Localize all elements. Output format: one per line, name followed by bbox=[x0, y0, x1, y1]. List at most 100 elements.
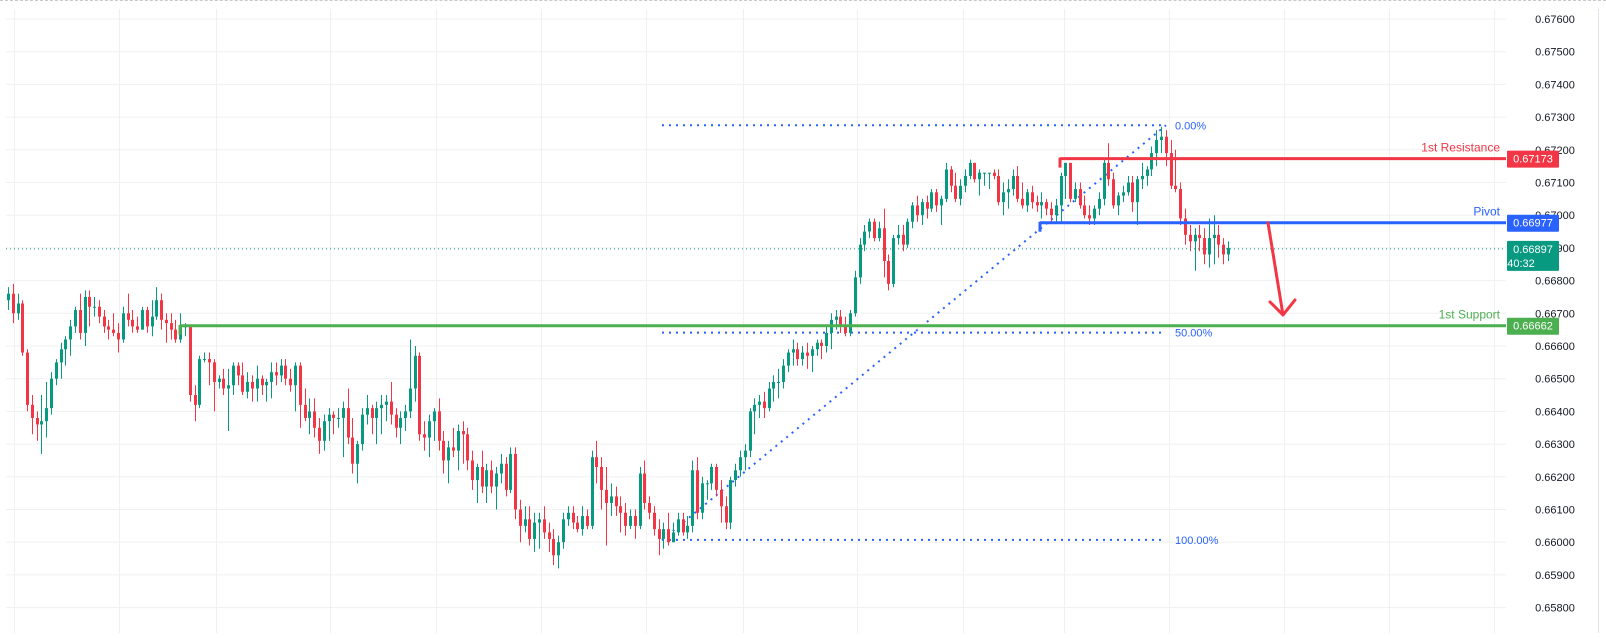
candle-down bbox=[79, 310, 82, 333]
candle-down bbox=[160, 300, 163, 320]
price-tick-label: 0.66800 bbox=[1535, 276, 1575, 288]
candle-down bbox=[304, 404, 307, 418]
candle-down bbox=[950, 169, 953, 186]
candle-down bbox=[543, 519, 546, 533]
candle-up bbox=[749, 411, 752, 451]
candle-down bbox=[1050, 208, 1053, 216]
candle-down bbox=[261, 378, 264, 386]
candle-up bbox=[385, 401, 388, 405]
candle-up bbox=[672, 532, 675, 543]
fib-level-label: 100.00% bbox=[1175, 535, 1219, 547]
candle-up bbox=[1007, 189, 1010, 193]
candle-up bbox=[1160, 136, 1163, 140]
candle-down bbox=[284, 365, 287, 379]
projection-arrow[interactable] bbox=[1266, 221, 1297, 317]
candle-down bbox=[117, 332, 120, 340]
candle-up bbox=[772, 381, 775, 389]
candle-down bbox=[576, 522, 579, 530]
price-tick-label: 0.65900 bbox=[1535, 570, 1575, 582]
candle-up bbox=[1127, 182, 1130, 193]
candle-down bbox=[208, 359, 211, 363]
candle-down bbox=[883, 228, 886, 261]
candle-down bbox=[887, 260, 890, 284]
candle-down bbox=[653, 512, 656, 530]
candle-down bbox=[1131, 182, 1134, 203]
candle-down bbox=[624, 512, 627, 526]
fib-level-label: 50.00% bbox=[1175, 328, 1213, 340]
candle-up bbox=[863, 231, 866, 245]
candle-down bbox=[103, 316, 106, 327]
candle-up bbox=[911, 205, 914, 222]
candle-up bbox=[294, 365, 297, 386]
candle-down bbox=[1021, 198, 1024, 206]
candle-down bbox=[505, 463, 508, 490]
candle-up bbox=[1227, 247, 1230, 255]
candle-up bbox=[122, 313, 125, 340]
price-tag-label: 0.67173 bbox=[1513, 154, 1553, 166]
candle-down bbox=[1088, 215, 1091, 219]
candle-up bbox=[198, 359, 201, 405]
candle-down bbox=[1189, 234, 1192, 242]
price-tag-label: 0.66977 bbox=[1513, 218, 1553, 230]
candle-up bbox=[854, 277, 857, 314]
candle-up bbox=[1060, 175, 1063, 206]
candle-up bbox=[280, 365, 283, 376]
candle-down bbox=[332, 414, 335, 418]
candle-up bbox=[380, 404, 383, 409]
candle-down bbox=[275, 372, 278, 376]
fibonacci-retracement[interactable]: 0.00% 50.00% 100.00% bbox=[661, 120, 1219, 547]
candle-up bbox=[1026, 192, 1029, 206]
candle-down bbox=[519, 509, 522, 526]
candle-up bbox=[328, 414, 331, 422]
candle-down bbox=[194, 395, 197, 405]
grid-lines bbox=[6, 9, 1506, 633]
candle-up bbox=[270, 372, 273, 382]
candle-up bbox=[538, 519, 541, 523]
price-axis-background[interactable] bbox=[1506, 0, 1606, 633]
candle-down bbox=[1112, 179, 1115, 206]
candle-down bbox=[1036, 202, 1039, 206]
candle-down bbox=[600, 466, 603, 490]
candle-down bbox=[763, 401, 766, 409]
candle-down bbox=[720, 489, 723, 507]
candle-up bbox=[203, 359, 206, 361]
candle-down bbox=[715, 466, 718, 490]
candle-up bbox=[940, 198, 943, 206]
candle-up bbox=[447, 447, 450, 461]
pivot-levels[interactable]: 1st Resistance Pivot 1st Support bbox=[6, 141, 1506, 335]
candle-up bbox=[753, 404, 756, 412]
candle-down bbox=[371, 408, 374, 418]
price-tick-label: 0.66500 bbox=[1535, 374, 1575, 386]
candle-down bbox=[390, 401, 393, 415]
candle-up bbox=[342, 408, 345, 418]
candle-up bbox=[562, 519, 565, 543]
candle-up bbox=[801, 352, 804, 360]
candle-down bbox=[490, 470, 493, 487]
level-label: Pivot bbox=[1473, 205, 1500, 219]
current-price-label: 0.66897 bbox=[1513, 244, 1553, 256]
candle-down bbox=[1045, 202, 1048, 209]
price-axis[interactable]: 0.676000.675000.674000.673000.672000.671… bbox=[1506, 0, 1606, 633]
candle-up bbox=[155, 300, 158, 317]
candle-up bbox=[567, 512, 570, 520]
candle-up bbox=[591, 457, 594, 526]
candle-down bbox=[619, 506, 622, 513]
candle-up bbox=[1055, 205, 1058, 216]
candle-up bbox=[404, 411, 407, 418]
candle-down bbox=[643, 473, 646, 503]
candle-down bbox=[462, 431, 465, 435]
candle-down bbox=[241, 375, 244, 392]
candle-up bbox=[533, 522, 536, 539]
candle-down bbox=[997, 175, 1000, 203]
arrow-shaft[interactable] bbox=[1266, 221, 1285, 317]
candle-down bbox=[21, 303, 24, 353]
candle-down bbox=[1170, 153, 1173, 186]
candle-up bbox=[399, 417, 402, 428]
candle-down bbox=[127, 313, 130, 320]
candle-down bbox=[514, 453, 517, 510]
candle-up bbox=[1012, 175, 1015, 190]
price-tick-label: 0.67300 bbox=[1535, 112, 1575, 124]
arrow-head-icon[interactable] bbox=[1268, 298, 1297, 317]
